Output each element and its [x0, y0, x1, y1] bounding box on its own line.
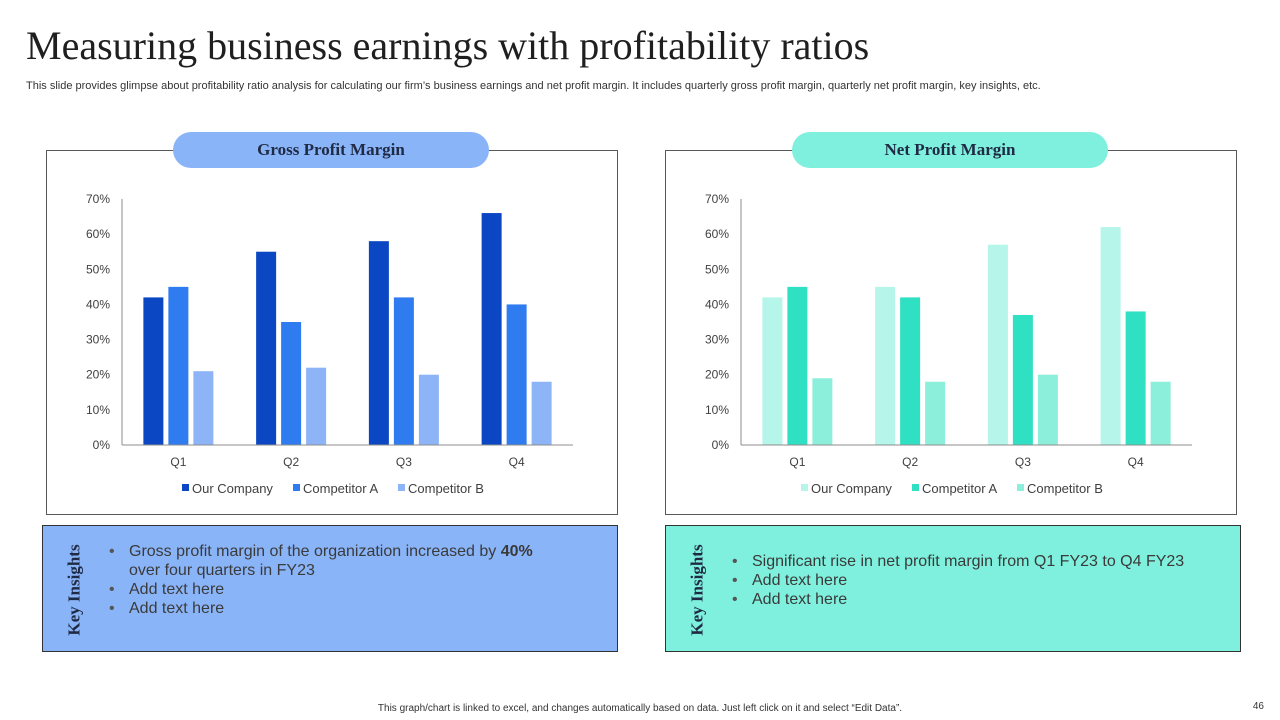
list-item: Add text here: [109, 599, 589, 618]
net-profit-title: Net Profit Margin: [792, 132, 1108, 168]
gross-profit-title: Gross Profit Margin: [173, 132, 489, 168]
insights-list: Gross profit margin of the organization …: [109, 542, 589, 618]
legend-swatch: [293, 484, 300, 491]
footer-note: This graph/chart is linked to excel, and…: [377, 703, 903, 714]
list-item: Gross profit margin of the organization …: [109, 542, 589, 580]
x-tick-label: Q1: [789, 455, 805, 469]
legend-label: Our Company: [192, 481, 273, 496]
bar: [281, 322, 302, 445]
bar: [193, 371, 214, 445]
bar: [762, 297, 783, 445]
bar: [168, 286, 189, 445]
x-tick-label: Q3: [396, 455, 412, 469]
y-tick-label: 20%: [705, 368, 729, 382]
legend-swatch: [801, 484, 808, 491]
bar: [256, 251, 277, 445]
net-profit-insights: Key Insights Significant rise in net pro…: [665, 525, 1241, 652]
x-tick-label: Q4: [1128, 455, 1144, 469]
x-tick-label: Q1: [170, 455, 186, 469]
bar: [393, 297, 414, 445]
y-tick-label: 30%: [705, 333, 729, 347]
bar: [506, 304, 527, 445]
list-item: Significant rise in net profit margin fr…: [732, 552, 1212, 571]
y-tick-label: 40%: [705, 297, 729, 311]
y-tick-label: 60%: [86, 227, 110, 241]
bar: [812, 378, 833, 445]
bar: [306, 367, 327, 445]
page-title: Measuring business earnings with profita…: [26, 23, 870, 68]
bar: [368, 241, 389, 445]
x-tick-label: Q4: [509, 455, 525, 469]
legend-swatch: [182, 484, 189, 491]
page-subtitle: This slide provides glimpse about profit…: [26, 80, 1041, 92]
insights-label: Key Insights: [688, 543, 708, 636]
net-profit-chart-panel: 0% 10% 20% 30% 40% 50% 60% 70% Q1 Q2 Q3 Q4 Our Compa…: [665, 150, 1237, 515]
x-tick-label: Q3: [1015, 455, 1031, 469]
x-tick-label: Q2: [283, 455, 299, 469]
legend-label: Competitor B: [1027, 481, 1103, 496]
y-tick-label: 50%: [86, 262, 110, 276]
list-item: Add text here: [732, 590, 1212, 609]
page-number: 46: [1252, 701, 1264, 712]
legend-label: Competitor A: [303, 481, 378, 496]
bar: [925, 381, 946, 445]
list-item: Add text here: [732, 571, 1212, 590]
gross-profit-chart: 0% 10% 20% 30% 40% 50% 60% 70% Q1 Q2 Q3 Q4 Our Compa…: [86, 192, 573, 496]
bar: [143, 297, 164, 445]
y-tick-label: 10%: [86, 403, 110, 417]
bar: [1037, 374, 1058, 445]
y-tick-label: 50%: [705, 262, 729, 276]
bar: [900, 297, 921, 445]
legend-label: Competitor A: [922, 481, 997, 496]
gross-profit-insights: Key Insights Gross profit margin of the …: [42, 525, 618, 652]
y-tick-label: 20%: [86, 368, 110, 382]
y-tick-label: 40%: [86, 297, 110, 311]
list-item: Add text here: [109, 580, 589, 599]
legend-label: Competitor B: [408, 481, 484, 496]
bar: [987, 244, 1008, 445]
y-tick-label: 0%: [712, 438, 730, 452]
y-tick-label: 70%: [86, 192, 110, 206]
bar: [1012, 314, 1033, 445]
y-tick-label: 0%: [93, 438, 111, 452]
bar: [481, 213, 502, 445]
bar: [1150, 381, 1171, 445]
y-tick-label: 10%: [705, 403, 729, 417]
net-profit-chart: 0% 10% 20% 30% 40% 50% 60% 70% Q1 Q2 Q3 Q4 Our Compa…: [705, 192, 1192, 496]
insights-label: Key Insights: [65, 543, 85, 636]
x-tick-label: Q2: [902, 455, 918, 469]
legend-swatch: [398, 484, 405, 491]
legend-label: Our Company: [811, 481, 892, 496]
insights-list: Significant rise in net profit margin fr…: [732, 552, 1212, 609]
y-tick-label: 60%: [705, 227, 729, 241]
bar: [787, 286, 808, 445]
legend-swatch: [912, 484, 919, 491]
bar: [1125, 311, 1146, 445]
legend-swatch: [1017, 484, 1024, 491]
y-tick-label: 30%: [86, 333, 110, 347]
bar: [1100, 227, 1121, 445]
gross-profit-chart-panel: 0% 10% 20% 30% 40% 50% 60% 70% Q1 Q2 Q3 Q4 Our Compa…: [46, 150, 618, 515]
bar: [875, 286, 896, 445]
bar: [418, 374, 439, 445]
y-tick-label: 70%: [705, 192, 729, 206]
bar: [531, 381, 552, 445]
